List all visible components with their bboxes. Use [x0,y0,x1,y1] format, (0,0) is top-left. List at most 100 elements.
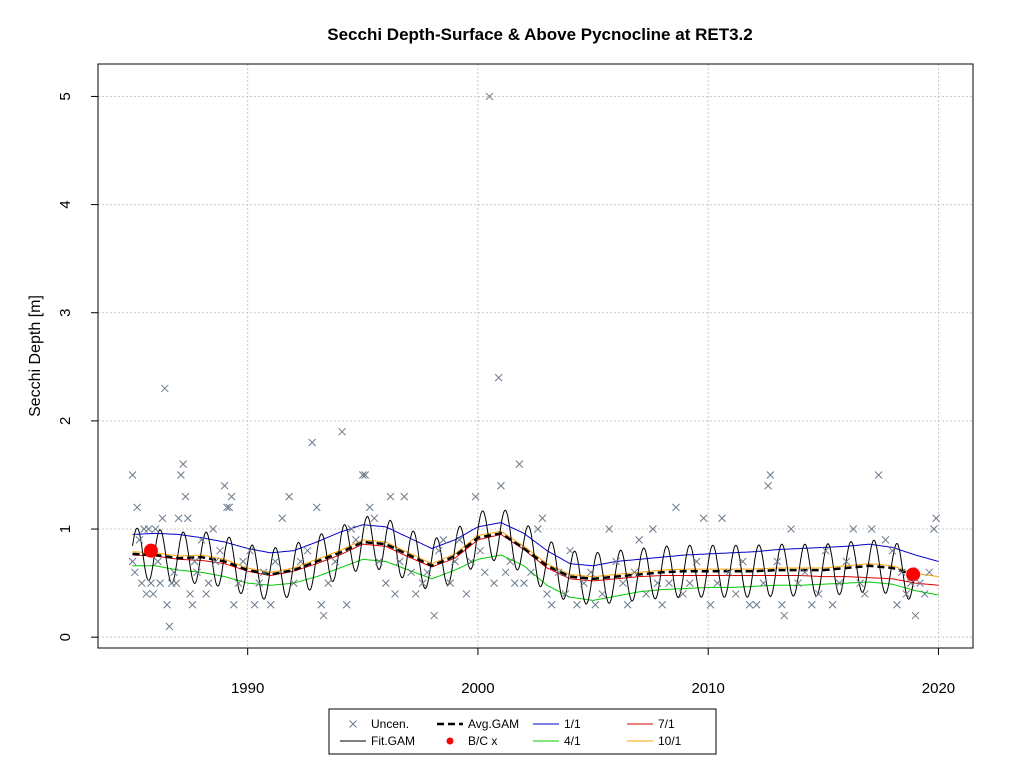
observation-point [494,373,503,382]
observation-point [920,590,929,598]
observation-point [418,579,427,587]
observation-point [543,590,551,598]
observation-point [561,590,570,598]
x-tick-label: 2010 [692,680,725,697]
observation-point [220,481,229,490]
legend-item-avg-gam: Avg.GAM [437,717,519,731]
observation-point [752,600,761,609]
observation-point [515,460,524,469]
observation-point [147,579,155,587]
observation-point [867,525,876,533]
observation-point [807,600,816,609]
observation-point [130,568,139,577]
fit-gam-line [132,509,916,605]
observation-point [365,503,374,512]
observation-point [128,557,137,566]
observation-point [665,579,673,587]
observation-point [586,568,595,577]
observation-point [312,503,321,512]
observation-point [266,600,275,609]
observation-point [566,546,574,555]
observation-point [713,579,722,587]
observation-point [342,600,351,609]
observation-point [672,503,680,512]
observation-point [204,579,213,587]
observation-point [925,568,934,577]
observation-point [303,546,312,555]
observation-point [510,579,519,587]
y-tick-label: 2 [57,417,74,425]
observation-point [462,590,471,598]
observation-point [773,557,782,566]
observation-point [706,600,715,609]
observation-point [780,611,789,620]
observation-point [211,557,220,566]
observation-point [630,568,639,577]
observation-point [725,568,733,577]
observation-point [490,579,498,587]
y-tick-label: 0 [57,633,74,641]
observation-point [216,546,224,555]
observation-point [230,600,238,609]
observation-point [814,590,823,598]
observation-point [430,611,439,620]
legend-item-uncen: Uncen. [349,717,409,731]
observation-point [172,579,181,587]
observation-point [881,535,890,544]
legend: Uncen. Fit.GAM Avg.GAM B/C x 1/1 4/1 7/1 10/1 [328,708,717,755]
observation-point [480,568,489,577]
bc-point [143,543,158,558]
legend-box [328,708,717,755]
observation-point [649,525,657,533]
observation-point [856,579,865,587]
observation-point [202,590,211,598]
legend-label: B/C x [468,734,497,748]
observation-point [400,492,409,501]
axes: 1990 2000 2010 2020 0 1 2 3 4 5 [57,63,974,697]
observation-point [285,492,293,501]
observation-point [411,590,420,598]
observation-point [764,481,772,490]
observation-point [547,600,556,609]
observation-point [835,579,844,587]
observation-point [386,492,395,501]
observation-point [501,568,510,577]
observation-point [679,590,687,598]
observation-point [271,557,280,566]
observation-point [308,438,316,447]
observation-point [699,514,708,523]
observation-point [156,579,165,587]
observation-point [347,525,356,533]
observation-point [485,92,494,101]
observation-point [527,568,535,577]
observation-points [128,92,941,631]
series-line-10-1 [132,530,939,578]
observation-point [142,590,151,598]
legend-label: 4/1 [564,734,581,748]
observation-point [471,492,480,501]
observation-point [188,600,197,609]
legend-label: Fit.GAM [371,734,415,748]
observation-point [612,557,620,566]
observation-point [375,557,383,566]
y-axis-label: Secchi Depth [m] [27,295,44,417]
observation-point [158,514,167,523]
observation-point [439,535,448,544]
observation-point [930,525,938,533]
observation-point [911,611,920,620]
observation-point [605,525,614,533]
observation-point [331,557,340,566]
observation-point [186,590,194,598]
observation-point [296,557,305,566]
observation-point [821,546,830,555]
observation-point [324,579,333,587]
observation-point [787,525,795,533]
observation-point [227,492,236,501]
observation-point [149,590,158,598]
observation-point [591,600,600,609]
observation-point [455,535,464,544]
legend-label: Uncen. [371,717,409,731]
observation-point [209,525,217,533]
observation-point [801,568,809,577]
